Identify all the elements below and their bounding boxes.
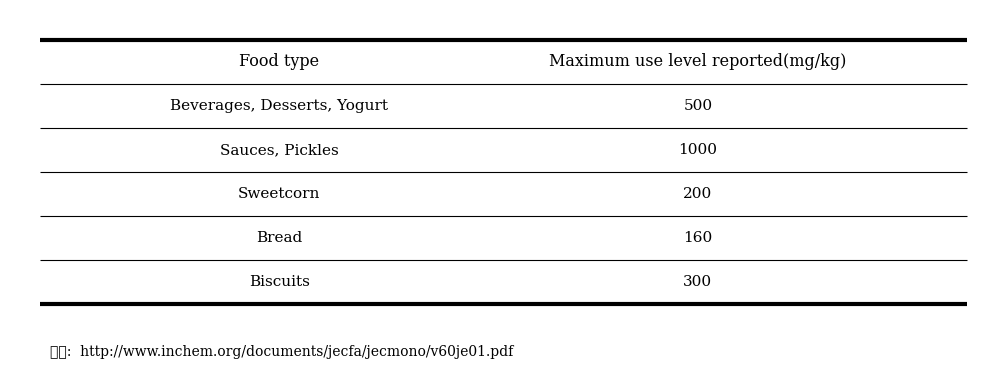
- Text: Beverages, Desserts, Yogurt: Beverages, Desserts, Yogurt: [170, 99, 388, 113]
- Text: 200: 200: [683, 187, 713, 201]
- Text: 1000: 1000: [678, 143, 718, 157]
- Text: 500: 500: [683, 99, 713, 113]
- Text: 300: 300: [683, 275, 713, 289]
- Text: Food type: Food type: [239, 53, 319, 70]
- Text: 160: 160: [683, 231, 713, 245]
- Text: Maximum use level reported(mg/kg): Maximum use level reported(mg/kg): [549, 53, 846, 70]
- Text: Biscuits: Biscuits: [248, 275, 310, 289]
- Text: 출처:  http://www.inchem.org/documents/jecfa/jecmono/v60je01.pdf: 출처: http://www.inchem.org/documents/jecf…: [50, 344, 513, 359]
- Text: Bread: Bread: [256, 231, 302, 245]
- Text: Sweetcorn: Sweetcorn: [238, 187, 320, 201]
- Text: Sauces, Pickles: Sauces, Pickles: [219, 143, 339, 157]
